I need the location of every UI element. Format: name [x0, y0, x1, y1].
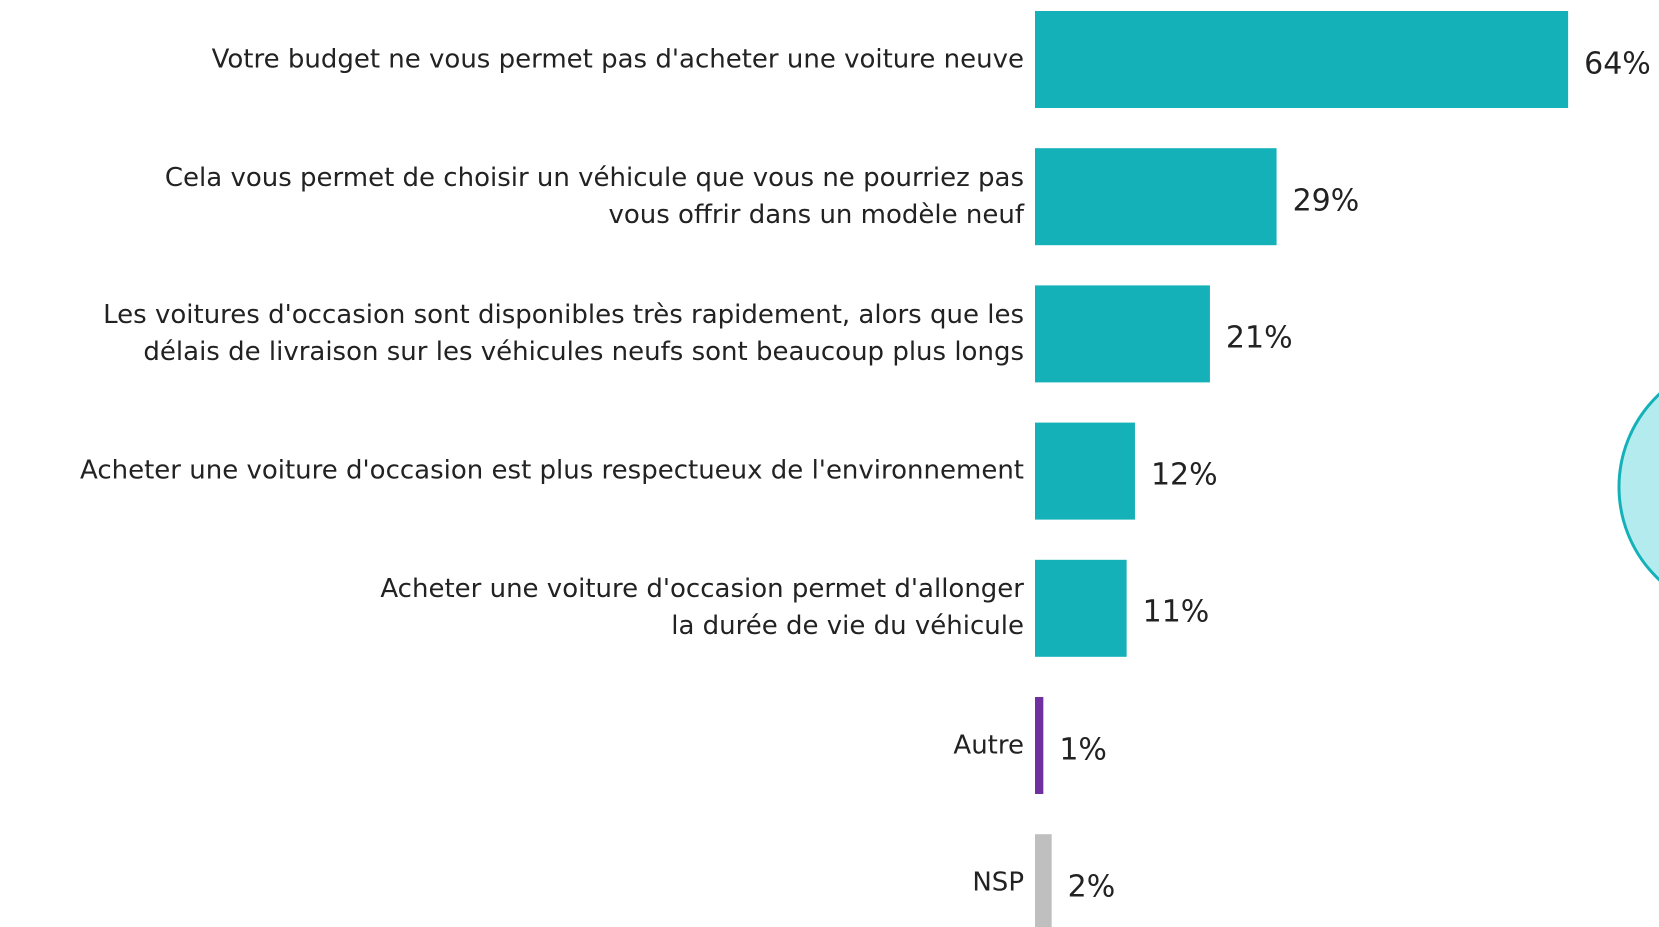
bar [1035, 834, 1052, 927]
category-label: Les voitures d'occasion sont disponibles… [103, 299, 1024, 367]
value-label: 64% [1584, 46, 1651, 81]
value-label: 1% [1059, 732, 1107, 767]
bar [1035, 559, 1127, 657]
bar [1035, 422, 1135, 520]
category-label: NSP [972, 867, 1024, 898]
decor-circle [1617, 392, 1659, 582]
value-label: 12% [1150, 457, 1218, 493]
bar [1035, 11, 1569, 108]
category-label: Cela vous permet de choisir un véhicule … [164, 162, 1024, 230]
value-label: 21% [1225, 320, 1293, 356]
category-label: Acheter une voiture d'occasion permet d'… [380, 574, 1024, 642]
value-label: 29% [1292, 183, 1360, 219]
bar [1035, 697, 1044, 794]
value-label: 11% [1142, 594, 1210, 630]
value-label: 2% [1067, 869, 1116, 905]
category-label: Autre [953, 730, 1024, 760]
bar [1035, 148, 1277, 246]
category-label: Acheter une voiture d'occasion est plus … [80, 455, 1024, 486]
category-label: Votre budget ne vous permet pas d'achete… [211, 44, 1024, 74]
bar [1035, 285, 1210, 383]
